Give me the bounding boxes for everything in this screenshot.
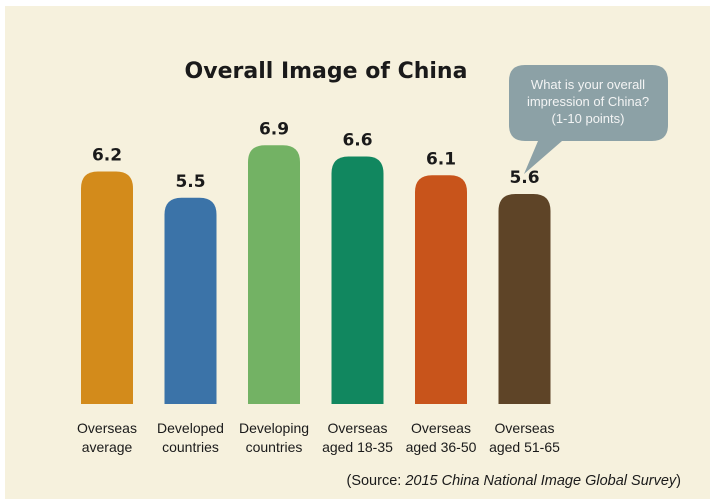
category-label-6-line-2: aged 51-65	[489, 439, 560, 455]
speech-bubble-shape	[509, 65, 668, 174]
category-label-3-line-1: Developing	[239, 420, 309, 436]
category-label-1-line-2: average	[82, 439, 133, 455]
value-label-2: 5.5	[175, 172, 205, 192]
bar-5	[415, 175, 467, 404]
bar-2	[164, 197, 217, 404]
question-callout: What is your overall impression of China…	[509, 65, 668, 174]
value-label-5: 6.1	[426, 149, 456, 169]
category-label-2-line-1: Developed	[157, 420, 224, 436]
bar-3	[248, 145, 300, 404]
value-label-4: 6.6	[342, 131, 372, 151]
bar-1	[81, 171, 133, 404]
category-label-5-line-1: Overseas	[411, 420, 471, 436]
bar-6	[498, 194, 551, 404]
chart-title: Overall Image of China	[185, 59, 468, 84]
category-label-2-line-2: countries	[162, 439, 219, 455]
bars-layer	[81, 145, 551, 404]
bar-4	[331, 156, 384, 404]
category-labels-layer: Overseas average Developed countries Develop…	[77, 420, 560, 455]
category-label-6-line-1: Overseas	[495, 420, 555, 436]
value-label-6: 5.6	[509, 168, 539, 188]
category-label-4-line-1: Overseas	[328, 420, 388, 436]
source-title: 2015 China National Image Global Survey	[404, 473, 677, 489]
value-label-1: 6.2	[92, 146, 122, 166]
value-labels-layer: 6.2 5.5 6.9 6.6 6.1 5.6	[92, 119, 540, 192]
value-label-3: 6.9	[259, 119, 289, 139]
category-label-3-line-2: countries	[246, 439, 303, 455]
source-prefix: (Source:	[346, 473, 405, 489]
callout-line-2: impression of China?	[527, 94, 649, 109]
callout-line-3: (1-10 points)	[552, 111, 625, 126]
category-label-5-line-2: aged 36-50	[406, 439, 477, 455]
source-suffix: )	[676, 473, 681, 489]
category-label-4-line-2: aged 18-35	[322, 439, 393, 455]
source-note: (Source: 2015 China National Image Globa…	[346, 473, 681, 489]
callout-line-1: What is your overall	[531, 77, 645, 92]
category-label-1-line-1: Overseas	[77, 420, 137, 436]
